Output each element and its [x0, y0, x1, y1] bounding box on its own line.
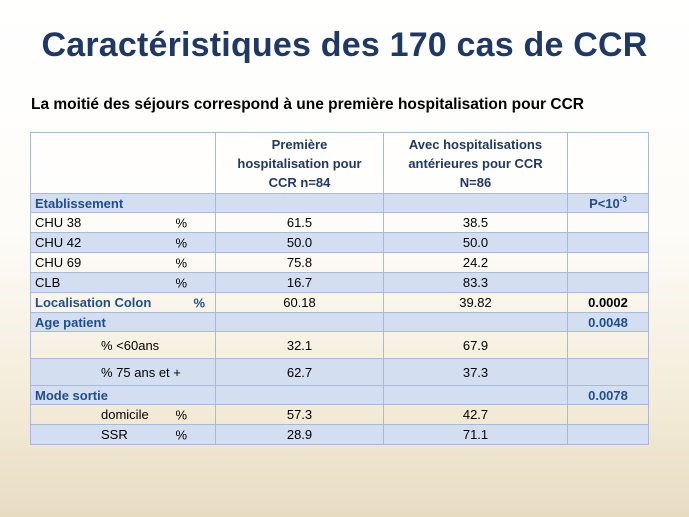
- header-premiere-line3: CCR n=84: [268, 174, 331, 190]
- cell-premiere: 50.0: [215, 232, 384, 253]
- row-label: Localisation Colon: [35, 295, 152, 310]
- row-label: % 75 ans et +: [30, 358, 216, 386]
- row-label: CHU 42: [35, 235, 82, 250]
- cell-anterieures: 39.82: [383, 292, 568, 313]
- cell-premiere: 62.7: [215, 358, 384, 386]
- header-anterieures: Avec hospitalisations antérieures pour C…: [383, 132, 568, 194]
- header-anterieures-line2: antérieures pour CCR: [408, 155, 543, 171]
- cell-premiere: 28.9: [215, 424, 384, 445]
- section-label: Etablissement: [30, 193, 216, 213]
- cell-premiere: 32.1: [215, 331, 384, 359]
- header-premiere: Première hospitalisation pour CCR n=84: [215, 132, 384, 194]
- slide-title: Caractéristiques des 170 cas de CCR: [41, 26, 648, 64]
- table-row: % <60ans 32.1 67.9: [30, 331, 649, 359]
- row-label: SSR: [101, 427, 128, 442]
- section-age: Age patient 0.0048: [30, 312, 649, 332]
- row-label: CLB: [35, 275, 61, 290]
- section-etablissement: Etablissement P<10-3: [30, 193, 649, 213]
- row-unit: %: [193, 295, 205, 310]
- row-label: CHU 69: [35, 255, 82, 270]
- table-row: CHU 42% 50.0 50.0: [30, 232, 649, 253]
- table-row: CHU 38% 61.5 38.5: [30, 212, 649, 233]
- header-premiere-line1: Première: [271, 136, 328, 152]
- row-unit: %: [175, 427, 187, 442]
- row-unit: %: [175, 275, 187, 290]
- row-localisation: Localisation Colon% 60.18 39.82 0.0002: [30, 292, 649, 313]
- cell-premiere: 16.7: [215, 272, 384, 293]
- header-anterieures-line1: Avec hospitalisations: [408, 136, 543, 152]
- cell-anterieures: 67.9: [383, 331, 568, 359]
- cell-anterieures: 38.5: [383, 212, 568, 233]
- header-premiere-line2: hospitalisation pour: [237, 155, 362, 171]
- table-row: CLB% 16.7 83.3: [30, 272, 649, 293]
- pvalue-base: P<10: [589, 196, 620, 211]
- table-row: domicile% 57.3 42.7: [30, 404, 649, 425]
- cell-premiere: 75.8: [215, 252, 384, 273]
- row-unit: %: [175, 407, 187, 422]
- row-unit: %: [175, 255, 187, 270]
- row-label: CHU 38: [35, 215, 82, 230]
- table-header-row: Première hospitalisation pour CCR n=84 A…: [30, 132, 649, 194]
- cell-anterieures: 37.3: [383, 358, 568, 386]
- cell-anterieures: 24.2: [383, 252, 568, 273]
- cell-anterieures: 50.0: [383, 232, 568, 253]
- slide-subtitle: La moitié des séjours correspond à une p…: [31, 96, 584, 113]
- row-label: domicile: [101, 407, 149, 422]
- pvalue-exponent: -3: [619, 195, 627, 204]
- cell-premiere: 57.3: [215, 404, 384, 425]
- row-unit: %: [175, 215, 187, 230]
- section-label: Mode sortie: [30, 385, 216, 405]
- section-sortie: Mode sortie 0.0078: [30, 385, 649, 405]
- table-row: CHU 69% 75.8 24.2: [30, 252, 649, 273]
- results-table: Première hospitalisation pour CCR n=84 A…: [30, 132, 649, 445]
- header-pvalue-empty: [567, 132, 649, 194]
- cell-anterieures: 83.3: [383, 272, 568, 293]
- cell-premiere: 60.18: [215, 292, 384, 313]
- cell-anterieures: 71.1: [383, 424, 568, 445]
- row-label: % <60ans: [30, 331, 216, 359]
- section-label: Age patient: [30, 312, 216, 332]
- pvalue-age: 0.0048: [567, 312, 649, 332]
- pvalue-sortie: 0.0078: [567, 385, 649, 405]
- table-row: SSR% 28.9 71.1: [30, 424, 649, 445]
- row-unit: %: [175, 235, 187, 250]
- header-empty-cell: [30, 132, 216, 194]
- pvalue-etablissement: P<10-3: [567, 193, 649, 213]
- cell-anterieures: 42.7: [383, 404, 568, 425]
- header-anterieures-line3: N=86: [459, 174, 492, 190]
- cell-premiere: 61.5: [215, 212, 384, 233]
- table-row: % 75 ans et + 62.7 37.3: [30, 358, 649, 386]
- pvalue-localisation: 0.0002: [567, 292, 649, 313]
